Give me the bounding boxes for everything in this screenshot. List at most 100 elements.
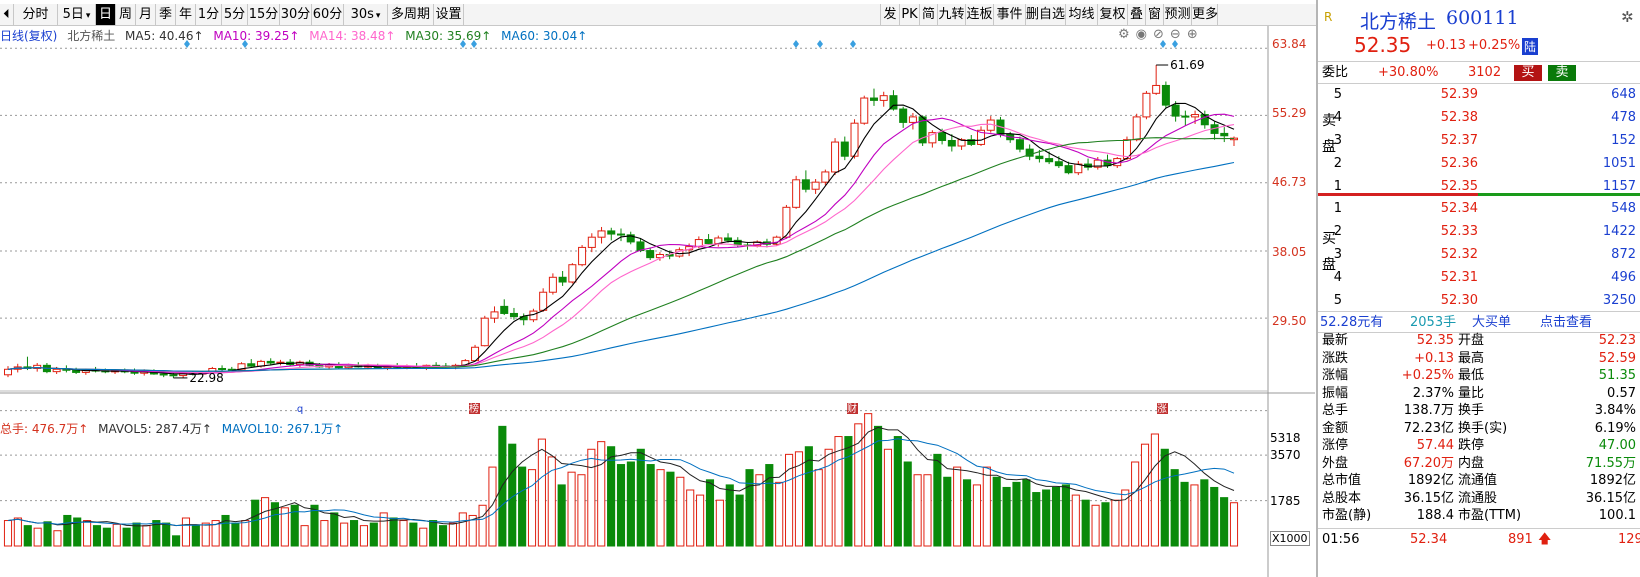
ma60-legend[interactable]: MA60: 30.04↑ [501, 29, 588, 43]
volume-bar [1012, 481, 1021, 547]
volume-bar [83, 520, 92, 547]
hide-icon[interactable]: ⊘ [1153, 27, 1170, 42]
toolbar-button[interactable]: 删自选 [1026, 4, 1066, 25]
stat-label: 涨幅 [1322, 368, 1349, 383]
toolbar-button[interactable]: 更多 [1192, 4, 1218, 25]
volume-bar [172, 535, 181, 547]
settings-icon[interactable]: ⚙ [1118, 27, 1136, 42]
period-tab[interactable]: 1分 [196, 4, 222, 25]
period-tab[interactable]: 日 [96, 4, 116, 25]
stat-row: 外盘 67.20万 内盘 71.55万 [1318, 455, 1640, 473]
period-tab[interactable]: 5日 [58, 4, 96, 25]
candle-body [266, 360, 275, 364]
volume-bar [765, 464, 774, 547]
period-tab[interactable]: 年 [176, 4, 196, 25]
volume-bar [1229, 502, 1239, 547]
toolbar-button[interactable]: 连板 [966, 4, 994, 25]
bids-row[interactable]: 2 52.33 1422 [1318, 221, 1640, 243]
volume-bar [1131, 461, 1140, 547]
period-tab[interactable]: 5分 [222, 4, 248, 25]
volume-bar [626, 461, 635, 547]
period-tab[interactable]: 季 [156, 4, 176, 25]
volume-bar [715, 499, 724, 547]
toolbar-button[interactable]: 均线 [1066, 4, 1098, 25]
mavol5-legend[interactable]: MAVOL5: 287.4万↑ [98, 422, 212, 436]
stat-row: 市盈(静) 188.4 市盈(TTM) 100.1 [1318, 507, 1640, 525]
toolbar-button[interactable]: 叠 [1128, 4, 1146, 25]
period-tab[interactable]: 30s [344, 4, 388, 25]
level-label: 2 [1333, 224, 1342, 239]
toolbar-button[interactable]: 简 [920, 4, 938, 25]
volume-bar [874, 425, 883, 547]
volume-bar [785, 453, 794, 547]
period-tab[interactable]: 分时 [14, 4, 58, 25]
event-diamond-icon [850, 40, 856, 48]
asks-row[interactable]: 5 52.39 648 [1318, 84, 1640, 106]
stat-value: 6.19% [1594, 420, 1636, 436]
volume-bar [656, 469, 665, 547]
toolbar-button[interactable]: 预测 [1164, 4, 1192, 25]
asks-row[interactable]: 2 52.36 1051 [1318, 153, 1640, 175]
ma14-legend[interactable]: MA14: 38.48↑ [309, 29, 396, 43]
buy-button[interactable]: 买 [1514, 65, 1542, 81]
toolbar-button[interactable]: 发 [880, 4, 900, 25]
bids-row[interactable]: 4 52.31 496 [1318, 267, 1640, 289]
event-tag-box [1157, 403, 1168, 414]
zoom-out-icon[interactable]: ⊖ [1169, 27, 1187, 42]
mavol10-legend[interactable]: MAVOL10: 267.1万↑ [221, 422, 344, 436]
bids-row[interactable]: 3 52.32 872 [1318, 244, 1640, 266]
period-tab[interactable]: 月 [136, 4, 156, 25]
weibi-row: 委比 +30.80% 3102 买 卖 [1318, 62, 1640, 84]
toolbar-button[interactable]: 事件 [994, 4, 1026, 25]
stat-value: 36.15亿 [1585, 490, 1636, 506]
candle-body [860, 97, 869, 124]
bids-row[interactable]: 1 52.34 548 [1318, 198, 1640, 220]
candle-body [967, 139, 976, 145]
volume-bar [1022, 479, 1031, 547]
toolbar-button[interactable]: 复权 [1098, 4, 1128, 25]
candle-body [850, 122, 859, 157]
gear-icon[interactable]: ✲ [1621, 8, 1634, 26]
asks-row[interactable]: 1 52.35 1157 [1318, 176, 1640, 198]
eye-icon[interactable]: ◉ [1135, 27, 1153, 42]
volume-unit-label: X1000 [1270, 531, 1310, 546]
volume-bar [73, 517, 82, 547]
chart-period-label[interactable]: 日线(复权) [0, 29, 58, 43]
stat-value: 52.59 [1598, 350, 1636, 366]
period-tab[interactable]: 30分 [280, 4, 312, 25]
volume-bar [1081, 499, 1090, 547]
stat-value: 57.44 [1416, 438, 1454, 453]
volume-bar [854, 423, 863, 547]
volume-bar [883, 448, 893, 547]
volume-bar [903, 461, 912, 547]
asks-row[interactable]: 4 52.38 478 [1318, 107, 1640, 129]
level-price: 52.31 [1440, 270, 1478, 285]
period-tab[interactable]: 周 [116, 4, 136, 25]
bids-row[interactable]: 5 52.30 3250 [1318, 290, 1640, 312]
stat-label: 外盘 [1322, 455, 1349, 471]
period-tab[interactable]: 多周期 [388, 4, 434, 25]
period-tab[interactable]: 60分 [312, 4, 344, 25]
toolbar-button[interactable]: 窗 [1146, 4, 1164, 25]
big-order-price: 52.28元有 [1320, 315, 1384, 330]
kline-chart[interactable]: 61.69 22.98 q 榜 财 涨 [0, 26, 1315, 577]
stat-label: 最新 [1322, 333, 1349, 348]
toolbar-button[interactable]: 九转 [938, 4, 966, 25]
low-price-label: 22.98 [189, 371, 223, 385]
level-price: 52.38 [1440, 110, 1478, 125]
asks-row[interactable]: 3 52.37 152 [1318, 130, 1640, 152]
step-left-icon[interactable]: ⏴ [0, 4, 14, 25]
volume-bar [557, 484, 566, 547]
toolbar-button[interactable]: PK [900, 4, 920, 25]
candle-body [928, 132, 937, 144]
zoom-in-icon[interactable]: ⊕ [1186, 27, 1204, 42]
ma10-legend[interactable]: MA10: 39.25↑ [213, 29, 300, 43]
period-tab[interactable]: 设置 [434, 4, 464, 25]
ma5-legend[interactable]: MA5: 40.46↑ [125, 29, 204, 43]
period-tab[interactable]: 15分 [248, 4, 280, 25]
sell-button[interactable]: 卖 [1548, 65, 1576, 81]
big-order-link[interactable]: 点击查看 [1540, 315, 1593, 330]
volume-bar [349, 520, 359, 547]
ma30-legend[interactable]: MA30: 35.69↑ [405, 29, 492, 43]
